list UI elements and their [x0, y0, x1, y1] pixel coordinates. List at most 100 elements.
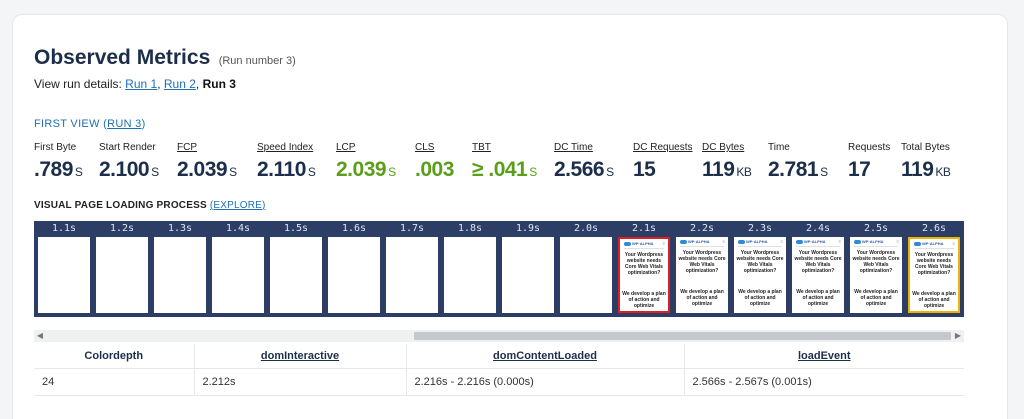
metric-dc-bytes[interactable]: DC Bytes 119 KB	[702, 142, 752, 182]
column-header[interactable]: loadEvent	[684, 344, 964, 369]
thumb-heading: Your Wordpress website needs Core Web Vi…	[794, 250, 842, 274]
logo-cloud-icon	[914, 242, 921, 246]
frame-thumbnail[interactable]: WP·ALPHA ≡ Your Wordpress website needs Co…	[618, 237, 670, 313]
filmstrip-scrollbar[interactable]: ◀ ▶	[34, 330, 964, 342]
explore-link[interactable]: EXPLORE	[213, 200, 263, 211]
filmstrip-frame[interactable]: 2.5s WP·ALPHA ≡ Your Wordpress website need…	[850, 221, 902, 317]
run-details: View run details: Run 1, Run 2, Run 3	[34, 77, 236, 91]
thumb-brand: WP·ALPHA	[632, 241, 654, 246]
frame-thumbnail[interactable]: WP·ALPHA ≡ Your Wordpress website needs Co…	[850, 237, 902, 313]
frame-time: 1.4s	[225, 223, 251, 234]
filmstrip-frame[interactable]: 1.4s	[212, 221, 264, 317]
run-number: (Run number 3)	[218, 55, 296, 67]
run-1-link[interactable]: Run 1	[125, 77, 158, 91]
thumb-divider	[796, 246, 840, 247]
frame-thumbnail[interactable]	[328, 237, 380, 313]
metric-unit: KB	[736, 165, 752, 179]
frame-thumbnail[interactable]	[154, 237, 206, 313]
metric-value-text: 119	[901, 158, 934, 181]
metric-label[interactable]: LCP	[336, 142, 356, 153]
run-details-prefix: View run details:	[34, 77, 122, 91]
metric-lcp[interactable]: LCP 2.039 S	[336, 142, 396, 182]
filmstrip-frame[interactable]: 2.4s WP·ALPHA ≡ Your Wordpress website need…	[792, 221, 844, 317]
frame-thumbnail[interactable]	[560, 237, 612, 313]
column-header[interactable]: domInteractive	[194, 344, 407, 369]
scroll-left-icon[interactable]: ◀	[36, 331, 44, 340]
frame-thumbnail[interactable]: WP·ALPHA ≡ Your Wordpress website needs Co…	[792, 237, 844, 313]
filmstrip[interactable]: 1.1s 1.2s 1.3s 1.4s 1.5s 1.6s 1.7s 1.8s 1.9s 2.0s…	[34, 221, 964, 317]
thumb-subtext: We develop a plan of action and optimize	[912, 291, 956, 309]
frame-thumbnail[interactable]: WP·ALPHA ≡ Your Wordpress website needs Co…	[908, 237, 960, 313]
filmstrip-frame[interactable]: 1.1s	[38, 221, 90, 317]
frame-thumbnail[interactable]	[38, 237, 90, 313]
frame-time: 1.7s	[399, 223, 425, 234]
frame-time: 1.6s	[341, 223, 367, 234]
filmstrip-frame[interactable]: 2.1s WP·ALPHA ≡ Your Wordpress website need…	[618, 221, 670, 317]
metric-value: 2.039 S	[336, 158, 396, 182]
metric-label[interactable]: DC Bytes	[702, 142, 745, 153]
filmstrip-frame[interactable]: 2.0s	[560, 221, 612, 317]
filmstrip-frame[interactable]: 1.5s	[270, 221, 322, 317]
metric-tbt[interactable]: TBT ≥ .041 S	[472, 142, 537, 182]
thumb-heading: Your Wordpress website needs Core Web Vi…	[852, 250, 900, 274]
filmstrip-frame[interactable]: 2.3s WP·ALPHA ≡ Your Wordpress website need…	[734, 221, 786, 317]
thumb-heading: Your Wordpress website needs Core Web Vi…	[624, 252, 664, 276]
metric-label[interactable]: FCP	[177, 142, 197, 153]
metric-value-text: 2.566	[554, 158, 605, 181]
filmstrip-frame[interactable]: 2.6s WP·ALPHA ≡ Your Wordpress website need…	[908, 221, 960, 317]
thumb-brand: WP·ALPHA	[746, 239, 768, 244]
frame-thumbnail[interactable]: WP·ALPHA ≡ Your Wordpress website needs Co…	[734, 237, 786, 313]
run-2-link[interactable]: Run 2	[163, 77, 196, 91]
filmstrip-frame[interactable]: 1.9s	[502, 221, 554, 317]
first-view-heading: FIRST VIEW (RUN 3)	[34, 118, 146, 130]
metric-total-bytes: Total Bytes 119 KB	[901, 142, 951, 182]
column-header[interactable]: domContentLoaded	[406, 344, 685, 369]
metric-unit: S	[307, 165, 316, 179]
metric-value-text: 119	[702, 158, 735, 181]
scrollbar-thumb[interactable]	[414, 332, 951, 340]
metric-dc-requests[interactable]: DC Requests 15	[633, 142, 692, 182]
frame-time: 2.5s	[863, 223, 889, 234]
metric-speed-index[interactable]: Speed Index 2.110 S	[257, 142, 316, 182]
frame-time: 1.2s	[109, 223, 135, 234]
filmstrip-frame[interactable]: 1.6s	[328, 221, 380, 317]
metric-label[interactable]: Speed Index	[257, 142, 314, 153]
filmstrip-frame[interactable]: 1.7s	[386, 221, 438, 317]
menu-icon: ≡	[952, 241, 955, 246]
metric-label[interactable]: DC Requests	[633, 142, 693, 153]
metric-value-text: .003	[415, 158, 454, 181]
frame-thumbnail[interactable]	[270, 237, 322, 313]
filmstrip-frame[interactable]: 1.2s	[96, 221, 148, 317]
first-view-run-link[interactable]: RUN 3	[107, 118, 142, 130]
metric-dc-time[interactable]: DC Time 2.566 S	[554, 142, 614, 182]
filmstrip-frame[interactable]: 1.8s	[444, 221, 496, 317]
frame-thumbnail[interactable]	[96, 237, 148, 313]
metric-first-byte: First Byte .789 S	[34, 142, 83, 182]
frame-thumbnail[interactable]	[444, 237, 496, 313]
frame-thumbnail[interactable]	[386, 237, 438, 313]
thumb-subtext: We develop a plan of action and optimize	[854, 289, 898, 307]
metric-label[interactable]: DC Time	[554, 142, 593, 153]
metric-fcp[interactable]: FCP 2.039 S	[177, 142, 237, 182]
filmstrip-frame[interactable]: 2.2s WP·ALPHA ≡ Your Wordpress website need…	[676, 221, 728, 317]
thumb-heading: Your Wordpress website needs Core Web Vi…	[914, 252, 954, 276]
frame-thumbnail[interactable]: WP·ALPHA ≡ Your Wordpress website needs Co…	[676, 237, 728, 313]
thumb-subtext: We develop a plan of action and optimize	[738, 289, 782, 307]
metric-value-text: 2.039	[177, 158, 228, 181]
filmstrip-frame[interactable]: 1.3s	[154, 221, 206, 317]
metric-cls[interactable]: CLS .003	[415, 142, 454, 182]
frame-thumbnail[interactable]	[212, 237, 264, 313]
scroll-right-icon[interactable]: ▶	[954, 331, 962, 340]
metric-value: .789 S	[34, 158, 83, 182]
details-table: Colordepth domInteractive domContentLoaded…	[34, 344, 964, 396]
metric-label[interactable]: CLS	[415, 142, 435, 153]
table-cell: 2.212s	[194, 368, 407, 396]
metric-label: Requests	[848, 142, 891, 153]
metric-label[interactable]: TBT	[472, 142, 491, 153]
frame-time: 2.1s	[631, 223, 657, 234]
frame-thumbnail[interactable]	[502, 237, 554, 313]
metric-value-text: 2.100	[99, 158, 150, 181]
logo-cloud-icon	[624, 242, 631, 246]
metric-label: First Byte	[34, 142, 77, 153]
thumb-divider	[680, 246, 724, 247]
